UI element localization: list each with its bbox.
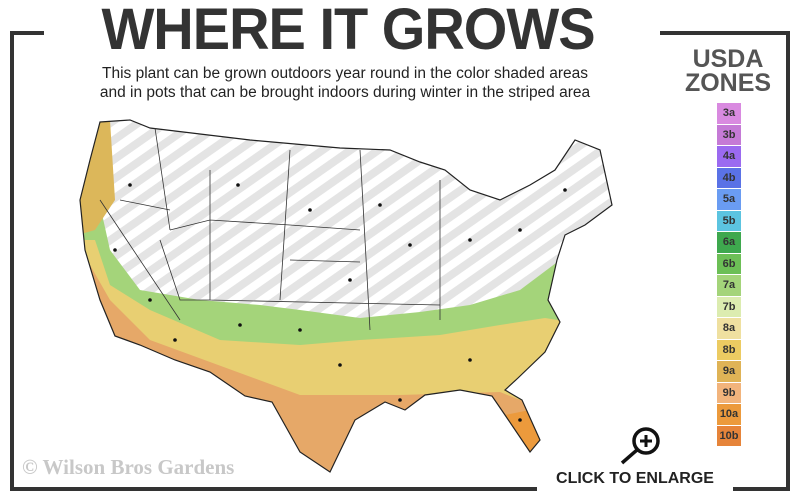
legend-zone-8b: 8b [717, 339, 741, 360]
legend-zone-5b: 5b [717, 210, 741, 231]
frame-top-left [10, 31, 44, 35]
legend-title: USDA ZONES [672, 45, 784, 97]
legend-zone-4b: 4b [717, 167, 741, 188]
legend-zone-3b: 3b [717, 124, 741, 145]
frame-left [10, 31, 14, 491]
state-borders [99, 127, 441, 331]
legend-zone-7a: 7a [717, 275, 741, 296]
frame-top-right [660, 31, 790, 35]
subtitle: This plant can be grown outdoors year ro… [60, 64, 630, 102]
legend-title-line: ZONES [684, 69, 772, 97]
legend-zone-8a: 8a [717, 318, 741, 339]
legend-zone-6b: 6b [717, 253, 741, 274]
zoom-in-icon[interactable] [618, 425, 664, 465]
west-coast-band [80, 120, 115, 240]
legend-title-line: USDA [692, 45, 764, 73]
frame-bottom-left [10, 487, 537, 491]
subtitle-line: and in pots that can be brought indoors … [99, 84, 591, 101]
city-dots [113, 183, 567, 422]
legend-zone-9a: 9a [717, 361, 741, 382]
zone-10-florida [505, 410, 545, 455]
frame-bottom-right [733, 487, 790, 491]
legend-zone-7b: 7b [717, 296, 741, 317]
page-title: WHERE IT GROWS [101, 0, 595, 62]
click-to-enlarge-button[interactable]: CLICK TO ENLARGE [556, 470, 714, 487]
legend-zone-3a: 3a [717, 103, 741, 124]
subtitle-line: This plant can be grown outdoors year ro… [102, 65, 588, 82]
copyright-watermark: © Wilson Bros Gardens [22, 455, 235, 479]
legend-zone-9b: 9b [717, 382, 741, 403]
legend-zone-4a: 4a [717, 146, 741, 167]
frame-right [786, 31, 790, 491]
legend-zone-10b: 10b [717, 425, 741, 446]
legend-zone-10a: 10a [717, 404, 741, 425]
legend-zone-5a: 5a [717, 189, 741, 210]
zone-legend: 3a 3b 4a 4b 5a 5b 6a 6b 7a 7b 8a 8b 9a 9b 10a 10b [717, 103, 741, 447]
legend-zone-6a: 6a [717, 232, 741, 253]
